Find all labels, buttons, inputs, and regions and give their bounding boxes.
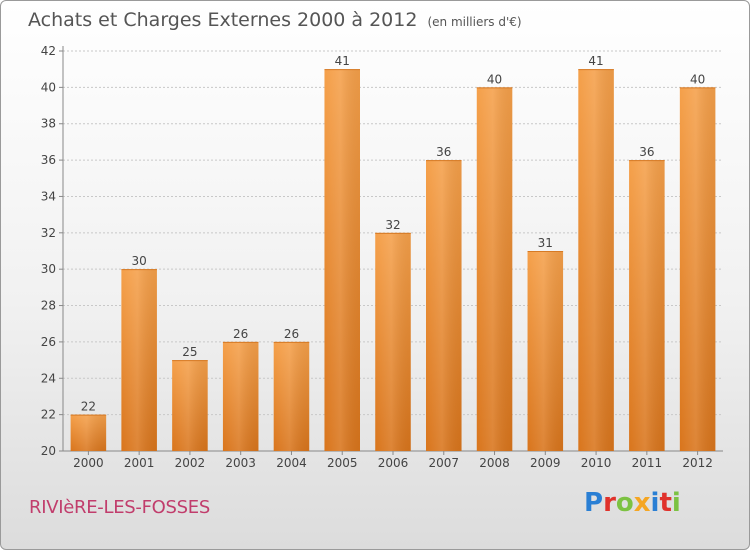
logo-letter: P xyxy=(584,488,604,518)
data-label: 41 xyxy=(335,54,350,68)
y-tick-label: 42 xyxy=(41,44,56,58)
x-tick-label: 2009 xyxy=(530,456,561,470)
data-label: 41 xyxy=(588,54,603,68)
labels: 20 22 24 26 28 30 32 34 36 38 40 42 22 2000 30 2001 25 20… xyxy=(41,44,713,470)
logo-letter: r xyxy=(603,488,616,518)
y-tick-label: 36 xyxy=(41,153,56,167)
y-tick-label: 38 xyxy=(41,117,56,131)
y-tick-label: 28 xyxy=(41,299,56,313)
x-tick-label: 2012 xyxy=(682,456,713,470)
logo-letter: o xyxy=(615,488,634,518)
data-label: 36 xyxy=(639,145,654,159)
x-tick-label: 2007 xyxy=(428,456,459,470)
logo-letter: i xyxy=(671,488,681,518)
y-tick-label: 32 xyxy=(41,226,56,240)
x-tick-label: 2001 xyxy=(124,456,155,470)
bar-shine xyxy=(172,360,208,451)
logo-letter: x xyxy=(633,488,651,518)
y-tick-label: 34 xyxy=(41,189,56,203)
bar-shine xyxy=(222,341,259,451)
bar-shine xyxy=(324,69,360,451)
bar-shine xyxy=(679,87,716,451)
bar-shine xyxy=(629,160,665,451)
proxiti-logo: Proxiti xyxy=(584,488,681,518)
bar-shine xyxy=(578,69,614,451)
logo-letter: i xyxy=(650,488,660,518)
bar-shine xyxy=(273,341,310,451)
y-tick-label: 20 xyxy=(41,444,56,458)
bar-shine xyxy=(121,269,157,451)
y-tick-label: 22 xyxy=(41,408,56,422)
x-tick-label: 2010 xyxy=(581,456,612,470)
x-tick-label: 2008 xyxy=(479,456,510,470)
data-label: 32 xyxy=(385,218,400,232)
bars xyxy=(70,69,716,451)
x-tick-label: 2006 xyxy=(378,456,409,470)
commune-name: RIVIèRE-LES-FOSSES xyxy=(29,497,210,518)
bar-shine xyxy=(70,414,107,451)
y-tick-label: 30 xyxy=(41,262,56,276)
x-tick-label: 2004 xyxy=(276,456,307,470)
y-tick-label: 24 xyxy=(41,371,56,385)
bar-shine xyxy=(476,87,513,451)
y-tick-label: 40 xyxy=(41,80,56,94)
title-text: Achats et Charges Externes 2000 à 2012 xyxy=(28,9,418,31)
x-tick-label: 2011 xyxy=(632,456,663,470)
title-unit: (en milliers d'€) xyxy=(427,15,522,29)
data-label: 25 xyxy=(182,345,197,359)
bar-shine xyxy=(527,251,564,451)
data-label: 30 xyxy=(132,254,147,268)
data-label: 31 xyxy=(538,236,553,250)
x-tick-label: 2005 xyxy=(327,456,358,470)
data-label: 40 xyxy=(487,72,502,86)
data-label: 40 xyxy=(690,72,705,86)
x-tick-label: 2000 xyxy=(73,456,104,470)
data-label: 26 xyxy=(284,327,299,341)
x-tick-label: 2003 xyxy=(225,456,256,470)
data-label: 36 xyxy=(436,145,451,159)
y-tick-label: 26 xyxy=(41,335,56,349)
bar-shine xyxy=(375,232,411,451)
bar-shine xyxy=(426,160,462,451)
chart-title: Achats et Charges Externes 2000 à 2012 (e… xyxy=(28,9,522,31)
data-label: 22 xyxy=(81,400,96,414)
x-tick-label: 2002 xyxy=(175,456,206,470)
data-label: 26 xyxy=(233,327,248,341)
logo-letter: t xyxy=(659,488,672,518)
